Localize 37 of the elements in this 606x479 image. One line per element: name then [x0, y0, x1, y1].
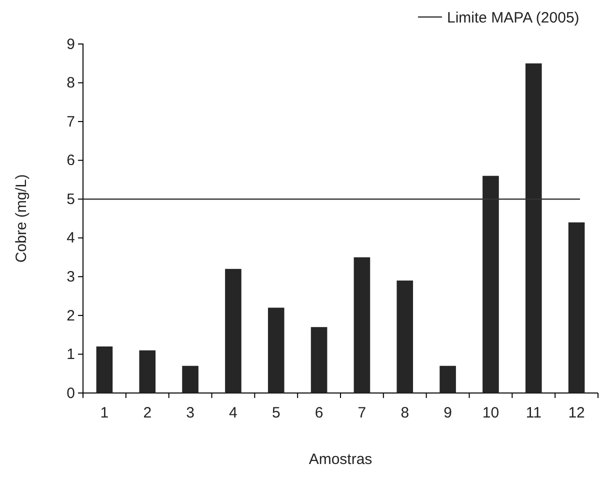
y-tick-label: 2	[66, 307, 75, 324]
bar	[268, 308, 284, 393]
bar	[96, 346, 113, 393]
bar	[568, 222, 585, 393]
legend-label: Limite MAPA (2005)	[447, 9, 580, 26]
bar	[525, 63, 542, 393]
x-tick-label: 3	[186, 404, 194, 422]
y-tick-label: 0	[66, 384, 75, 402]
x-tick-label: 5	[272, 404, 280, 422]
y-tick-label: 5	[66, 190, 75, 208]
y-tick-label: 6	[66, 152, 75, 170]
x-tick-label: 9	[444, 404, 452, 422]
x-tick-label: 10	[482, 404, 500, 422]
x-axis-title: Amostras	[308, 451, 372, 468]
x-tick-label: 8	[400, 404, 410, 422]
y-tick-label: 3	[66, 268, 75, 286]
bar	[440, 366, 456, 393]
bar	[396, 280, 414, 393]
y-tick-label: 9	[66, 36, 75, 53]
x-tick-label: 7	[358, 404, 366, 422]
bar	[225, 268, 242, 393]
y-tick-label: 7	[66, 113, 75, 130]
y-tick-label: 1	[66, 346, 75, 364]
x-tick-label: 4	[229, 404, 238, 422]
bar	[182, 366, 198, 393]
x-tick-label: 1	[100, 404, 109, 422]
bar	[354, 257, 370, 393]
y-axis-title: Cobre (mg/L)	[13, 174, 30, 263]
x-tick-label: 11	[526, 404, 542, 422]
x-tick-label: 2	[143, 404, 152, 422]
x-tick-label: 12	[568, 404, 585, 422]
bar	[310, 327, 328, 393]
bar	[482, 176, 499, 393]
y-tick-label: 4	[66, 230, 75, 247]
y-tick-label: 8	[66, 74, 75, 92]
bar	[139, 350, 156, 393]
x-tick-label: 6	[314, 404, 324, 422]
